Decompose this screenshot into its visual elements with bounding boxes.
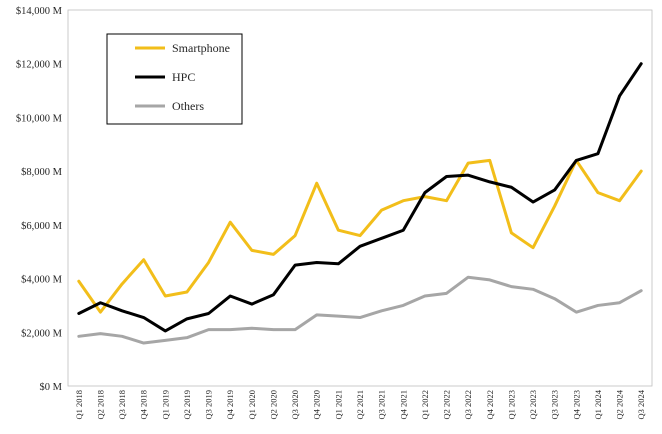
plot-border bbox=[67, 9, 653, 387]
x-tick-label: Q4 2022 bbox=[485, 390, 495, 420]
series-points-smartphone bbox=[78, 160, 642, 313]
x-tick-label: Q4 2021 bbox=[398, 390, 408, 420]
series-points-hpc bbox=[78, 63, 642, 331]
x-tick-label: Q3 2022 bbox=[463, 390, 473, 420]
x-tick-label: Q3 2024 bbox=[636, 389, 646, 419]
y-tick-label: $6,000 M bbox=[21, 221, 63, 232]
x-tick-label: Q2 2024 bbox=[615, 389, 625, 419]
x-tick-label: Q2 2018 bbox=[95, 390, 105, 420]
x-tick-label: Q3 2018 bbox=[117, 390, 127, 420]
x-tick-label: Q2 2020 bbox=[268, 390, 278, 420]
legend-label-smartphone: Smartphone bbox=[172, 41, 230, 55]
x-tick-label: Q1 2023 bbox=[506, 390, 516, 420]
legend-label-others: Others bbox=[172, 99, 204, 113]
y-tick-label: $4,000 M bbox=[21, 275, 63, 286]
legend-label-hpc: HPC bbox=[172, 70, 195, 84]
series-line-others bbox=[77, 275, 643, 345]
x-tick-label: Q4 2019 bbox=[225, 390, 235, 420]
legend: Smartphone HPC Others bbox=[106, 33, 243, 125]
x-tick-label: Q4 2018 bbox=[139, 390, 149, 420]
y-tick-label: $8,000 M bbox=[21, 167, 63, 178]
x-tick-label: Q3 2023 bbox=[550, 390, 560, 420]
x-tick-label: Q4 2020 bbox=[312, 390, 322, 420]
x-tick-label: Q1 2021 bbox=[333, 390, 343, 420]
series-points-others bbox=[78, 277, 642, 344]
y-tick-label: $0 M bbox=[40, 382, 63, 393]
x-tick-label: Q2 2023 bbox=[528, 390, 538, 420]
y-tick-label: $12,000 M bbox=[16, 60, 63, 71]
x-tick-label: Q1 2020 bbox=[247, 390, 257, 420]
x-tick-label: Q3 2019 bbox=[204, 390, 214, 420]
x-tick-label: Q2 2021 bbox=[355, 390, 365, 420]
x-tick-label: Q2 2019 bbox=[182, 390, 192, 420]
series-line-smartphone bbox=[77, 158, 643, 314]
x-tick-label: Q4 2023 bbox=[571, 390, 581, 420]
x-tick-label: Q2 2022 bbox=[442, 390, 452, 420]
plot-area bbox=[67, 9, 653, 387]
x-axis-tick-labels: Q1 2018 Q2 2018 Q3 2018 Q4 2018 Q1 2019 Q2 20… bbox=[74, 389, 646, 419]
x-tick-label: Q3 2021 bbox=[377, 390, 387, 420]
y-tick-label: $2,000 M bbox=[21, 328, 63, 339]
y-tick-label: $10,000 M bbox=[16, 113, 63, 124]
x-tick-label: Q1 2022 bbox=[420, 390, 430, 420]
y-axis-tick-labels: $0 M $2,000 M $4,000 M $6,000 M $8,000 M $10,… bbox=[16, 6, 63, 393]
legend-box bbox=[106, 33, 243, 125]
y-tick-label: $14,000 M bbox=[16, 6, 63, 17]
x-tick-label: Q1 2019 bbox=[160, 390, 170, 420]
x-tick-label: Q3 2020 bbox=[290, 390, 300, 420]
x-tick-label: Q1 2024 bbox=[593, 389, 603, 419]
x-tick-label: Q1 2018 bbox=[74, 390, 84, 420]
